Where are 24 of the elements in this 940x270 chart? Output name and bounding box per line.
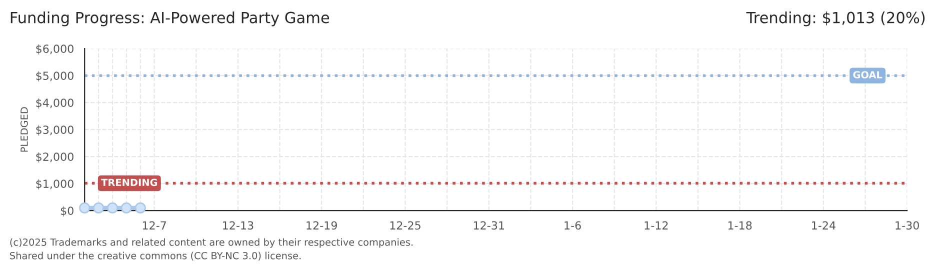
ref-line-label: GOAL — [853, 71, 882, 78]
x-tick-label: 1-18 — [728, 221, 752, 230]
y-tick-label: $6,000 — [36, 44, 74, 54]
x-tick-label: 1-30 — [896, 221, 919, 230]
text: Trending: $1,013 (20%) — [746, 12, 925, 26]
x-tick-label: 12-13 — [223, 221, 254, 230]
x-tick-label: 12-25 — [390, 221, 420, 230]
y-tick-label: $4,000 — [36, 98, 74, 108]
y-tick-label: $1,000 — [36, 179, 74, 190]
y-tick-label: $2,000 — [36, 152, 74, 162]
ref-line-label: TRENDING — [101, 178, 158, 186]
x-tick-label: 1-6 — [564, 221, 581, 230]
text: (c)2025 Trademarks and related content are owned by their respective companies. — [10, 238, 413, 248]
y-tick-label: $3,000 — [36, 125, 74, 136]
x-tick-label: 1-24 — [812, 221, 836, 230]
x-tick-label: 12-31 — [474, 221, 504, 230]
x-tick-label: 1-12 — [644, 221, 668, 230]
y-tick-label: $5,000 — [36, 71, 74, 82]
x-tick-label: 12-19 — [306, 221, 337, 230]
text: Shared under the creative commons (CC BY-NC 3.0) license. — [10, 252, 301, 260]
y-axis-title: PLEDGED — [20, 107, 28, 152]
chart-title: Funding Progress: AI-Powered Party Game — [10, 12, 330, 26]
x-tick-label: 12-7 — [142, 221, 166, 230]
y-tick-label: $0 — [60, 206, 74, 216]
